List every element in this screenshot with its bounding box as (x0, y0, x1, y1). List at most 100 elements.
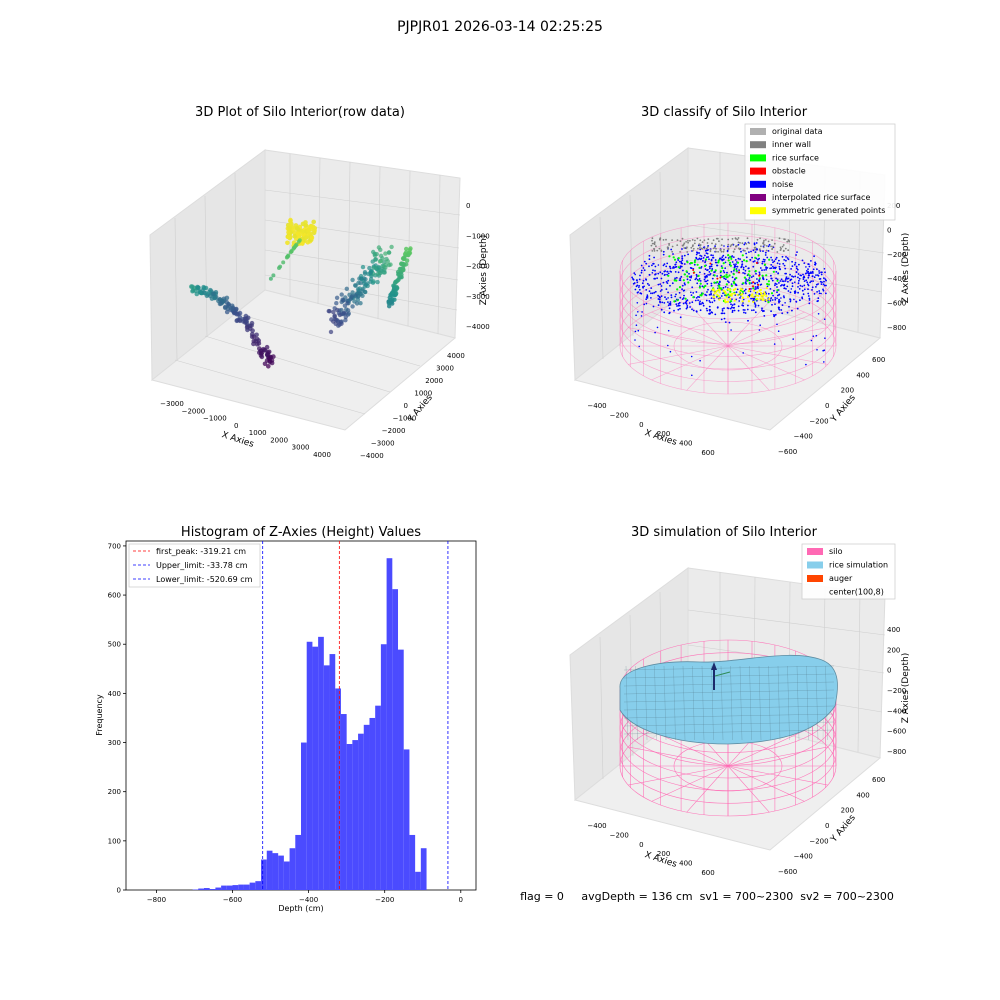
noise-point (731, 304, 734, 307)
inner-wall-point (681, 244, 684, 247)
inner-wall-point (763, 244, 766, 246)
symmetric-point (761, 296, 764, 299)
noise-point (659, 271, 662, 274)
legend-label: Lower_limit: -520.69 cm (156, 575, 253, 584)
rice-surface-point (698, 266, 701, 269)
data-point (375, 279, 380, 285)
inner-wall-point (715, 237, 718, 240)
inner-wall-point (683, 242, 686, 245)
symmetric-point (726, 300, 730, 303)
data-point (251, 341, 256, 347)
noise-point (783, 287, 786, 289)
symmetric-point (736, 293, 739, 297)
symmetric-point (733, 299, 736, 302)
noise-point (773, 343, 776, 345)
data-point (393, 279, 398, 284)
noise-point (763, 315, 766, 317)
noise-point (675, 261, 678, 264)
x-tick-label: −400 (299, 896, 318, 904)
noise-point (702, 304, 705, 307)
noise-point (681, 298, 684, 300)
noise-point (812, 280, 814, 282)
noise-point (690, 294, 693, 296)
rice-mesh-line (739, 665, 743, 741)
noise-point (783, 259, 786, 261)
noise-point (802, 273, 804, 276)
noise-point (823, 284, 826, 287)
symmetric-point (729, 293, 732, 296)
panel-classify-ylabel: Y Axies (829, 393, 858, 425)
noise-point (789, 300, 792, 303)
inner-wall-point (779, 246, 782, 249)
noise-point (698, 303, 701, 306)
noise-point (811, 289, 813, 291)
inner-wall-point (721, 238, 723, 241)
noise-point (752, 265, 755, 268)
noise-point (722, 270, 725, 272)
noise-point (742, 302, 744, 304)
noise-point (770, 264, 773, 266)
data-point (190, 288, 195, 294)
noise-point (756, 278, 758, 280)
rice-surface-point (746, 279, 749, 282)
noise-point (769, 299, 772, 302)
rice-surface-point (725, 273, 728, 276)
noise-point (786, 257, 789, 259)
noise-point (742, 266, 745, 269)
rice-surface-point (718, 286, 721, 289)
noise-point (701, 285, 704, 288)
noise-point (673, 309, 675, 312)
status-line: flag = 0 avgDepth = 136 cm sv1 = 700~230… (520, 890, 894, 903)
histogram-bar (255, 881, 262, 890)
rice-surface-point (704, 258, 708, 261)
data-point (286, 253, 291, 258)
inner-wall-point (734, 237, 737, 240)
noise-point (815, 283, 818, 286)
data-point (277, 266, 281, 270)
noise-point (818, 290, 821, 292)
noise-point (709, 273, 712, 275)
noise-point (796, 307, 799, 310)
data-point (233, 310, 238, 316)
noise-point (782, 262, 785, 265)
histogram-bar (403, 749, 410, 890)
tick-label: 4000 (447, 352, 465, 360)
rice-mesh-line (625, 665, 629, 741)
panel-simulation-legend: silo rice simulation auger center(100,8) (801, 543, 896, 600)
data-point (354, 301, 360, 306)
noise-point (792, 276, 795, 278)
data-point (329, 317, 334, 322)
tick-label: −600 (887, 300, 906, 308)
data-point (308, 231, 313, 236)
noise-point (668, 265, 671, 268)
legend-swatch (750, 180, 766, 188)
histogram-vlines (262, 541, 449, 890)
noise-point (752, 309, 755, 311)
inner-wall-point (653, 243, 656, 246)
noise-point (776, 297, 778, 300)
noise-point (735, 263, 737, 265)
data-point (334, 295, 340, 300)
noise-point (770, 274, 772, 277)
noise-point (774, 284, 776, 287)
data-point (271, 273, 276, 278)
noise-point (791, 282, 794, 285)
rice-mesh-line (749, 665, 752, 741)
inner-wall-point (694, 239, 696, 242)
noise-point (712, 254, 714, 257)
noise-point (669, 284, 671, 287)
histogram-bar (261, 859, 267, 890)
noise-point (746, 308, 749, 311)
noise-point (695, 253, 698, 256)
tick-label: 200 (841, 807, 854, 815)
noise-point (639, 292, 642, 294)
noise-point (692, 292, 695, 294)
noise-point (778, 282, 780, 284)
symmetric-point (756, 291, 759, 294)
data-point (362, 284, 368, 289)
rice-surface-point (766, 282, 769, 286)
noise-point (774, 303, 776, 305)
inner-wall-point (754, 248, 757, 251)
noise-point (723, 317, 726, 320)
rice-mesh-line (815, 665, 819, 741)
